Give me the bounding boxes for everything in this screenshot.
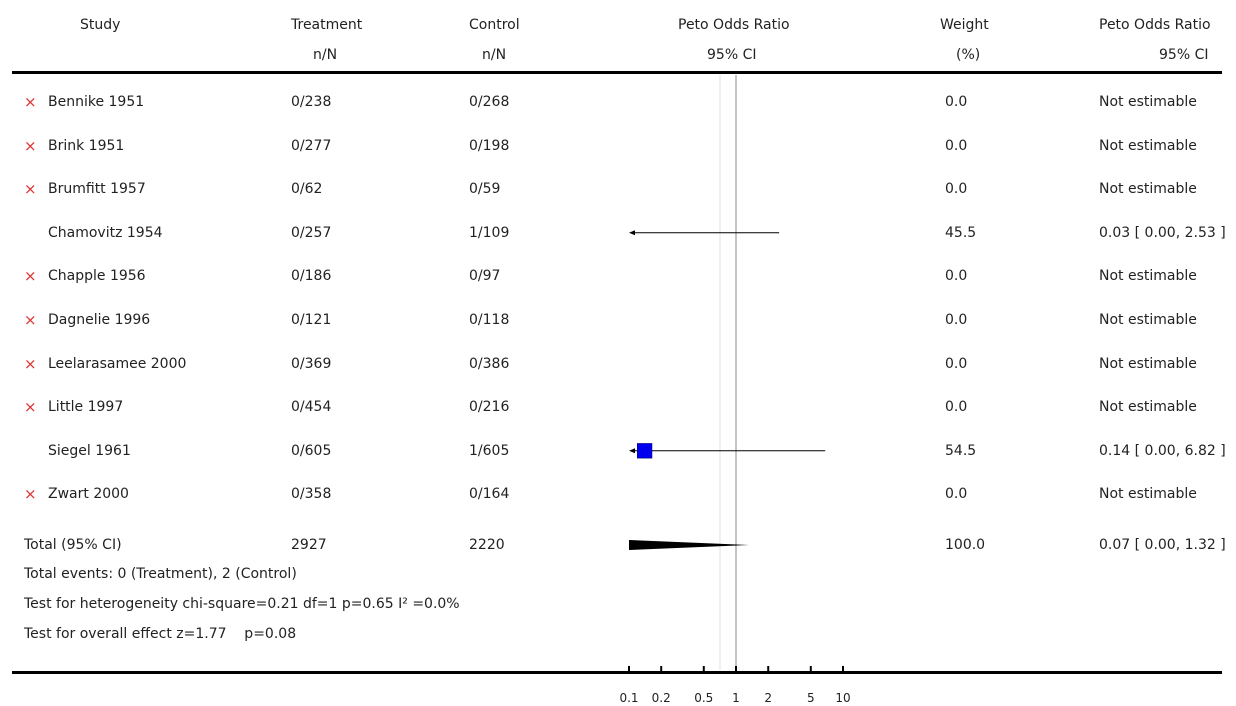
study-marker — [637, 443, 653, 459]
treatment-value: 0/454 — [291, 399, 332, 416]
weight-value: 0.0 — [945, 312, 968, 328]
treatment-value: 0/62 — [291, 181, 323, 198]
axis-tick-label: 0.1 — [619, 691, 639, 705]
total-label: Total (95% CI) — [24, 537, 122, 553]
weight-value: 45.5 — [945, 224, 977, 241]
study-name: Siegel 1961 — [48, 442, 131, 459]
header-weight: Weight — [940, 17, 989, 33]
pooled-diamond — [629, 540, 749, 550]
total-treatment: 2927 — [291, 537, 327, 553]
control-value: 0/164 — [469, 486, 510, 503]
odds-ratio-value: Not estimable — [1099, 486, 1197, 503]
ci-arrow-icon — [629, 448, 635, 454]
excluded-mark-icon: × — [24, 267, 37, 286]
study-name: Dagnelie 1996 — [48, 312, 151, 328]
weight-value: 0.0 — [945, 181, 968, 198]
study-name: Chamovitz 1954 — [48, 224, 163, 241]
control-value: 0/198 — [469, 137, 510, 154]
footnote-events: Total events: 0 (Treatment), 2 (Control) — [24, 566, 297, 582]
footnote-heterogeneity: Test for heterogeneity chi-square=0.21 d… — [24, 596, 460, 612]
control-value: 0/97 — [469, 268, 501, 285]
study-name: Brumfitt 1957 — [48, 181, 146, 198]
control-value: 0/216 — [469, 399, 510, 416]
footnote-overall-effect: Test for overall effect z=1.77 p=0.08 — [24, 626, 297, 642]
axis-tick-label: 10 — [835, 691, 851, 705]
control-value: 0/268 — [469, 94, 510, 110]
study-name: Zwart 2000 — [48, 486, 129, 503]
axis-tick-label: 5 — [806, 691, 815, 705]
odds-ratio-value: Not estimable — [1099, 137, 1197, 154]
odds-ratio-value: 0.14 [ 0.00, 6.82 ] — [1099, 442, 1226, 459]
header-weight-sub: (%) — [956, 47, 981, 63]
odds-ratio-value: Not estimable — [1099, 399, 1197, 416]
odds-ratio-value: Not estimable — [1099, 355, 1197, 372]
axis-tick-label: 2 — [764, 691, 773, 705]
header-control: Control — [469, 17, 520, 33]
excluded-mark-icon: × — [24, 180, 37, 199]
header-treatment-sub: n/N — [313, 47, 338, 63]
treatment-value: 0/605 — [291, 442, 332, 459]
weight-value: 0.0 — [945, 355, 968, 372]
total-control: 2220 — [469, 537, 505, 553]
study-name: Little 1997 — [48, 399, 124, 416]
weight-value: 54.5 — [945, 442, 977, 459]
axis-tick-label: 1 — [732, 691, 740, 705]
excluded-mark-icon: × — [24, 311, 37, 329]
treatment-value: 0/369 — [291, 355, 332, 372]
header-treatment: Treatment — [291, 17, 363, 33]
header-odds-ratio-sub: 95% CI — [707, 47, 757, 63]
weight-value: 0.0 — [945, 137, 968, 154]
study-name: Bennike 1951 — [48, 94, 145, 110]
odds-ratio-value: Not estimable — [1099, 268, 1197, 285]
weight-value: 0.0 — [945, 399, 968, 416]
treatment-value: 0/238 — [291, 94, 332, 110]
control-value: 1/605 — [469, 442, 510, 459]
weight-value: 0.0 — [945, 268, 968, 285]
treatment-value: 0/257 — [291, 224, 332, 241]
axis-tick-label: 0.5 — [694, 691, 714, 705]
treatment-value: 0/277 — [291, 137, 332, 154]
odds-ratio-value: Not estimable — [1099, 312, 1197, 328]
excluded-mark-icon: × — [24, 136, 37, 155]
axis-tick-label: 0.2 — [651, 691, 671, 705]
excluded-mark-icon: × — [24, 93, 37, 111]
study-name: Leelarasamee 2000 — [48, 355, 187, 372]
excluded-mark-icon: × — [24, 398, 37, 417]
weight-value: 0.0 — [945, 486, 968, 503]
odds-ratio-value: Not estimable — [1099, 181, 1197, 198]
treatment-value: 0/358 — [291, 486, 332, 503]
odds-ratio-value: 0.03 [ 0.00, 2.53 ] — [1099, 224, 1226, 241]
control-value: 0/386 — [469, 355, 510, 372]
study-name: Brink 1951 — [48, 137, 125, 154]
header-study: Study — [80, 17, 121, 33]
control-value: 0/59 — [469, 181, 501, 198]
header-odds-ratio-ci: Peto Odds Ratio — [1099, 17, 1211, 33]
treatment-value: 0/186 — [291, 268, 332, 285]
header-odds-ratio: Peto Odds Ratio — [678, 17, 790, 33]
control-value: 0/118 — [469, 312, 510, 328]
total-result: 0.07 [ 0.00, 1.32 ] — [1099, 537, 1226, 553]
excluded-mark-icon: × — [24, 354, 37, 373]
header-rule — [12, 71, 1222, 74]
weight-value: 0.0 — [945, 94, 968, 110]
header-control-sub: n/N — [482, 47, 507, 63]
ci-arrow-icon — [629, 230, 635, 236]
odds-ratio-value: Not estimable — [1099, 94, 1197, 110]
study-name: Chapple 1956 — [48, 268, 146, 285]
total-weight: 100.0 — [945, 537, 986, 553]
treatment-value: 0/121 — [291, 312, 332, 328]
footer-rule — [12, 671, 1222, 674]
control-value: 1/109 — [469, 224, 510, 241]
header-odds-ratio-ci-sub: 95% CI — [1159, 47, 1209, 63]
excluded-mark-icon: × — [24, 485, 37, 504]
